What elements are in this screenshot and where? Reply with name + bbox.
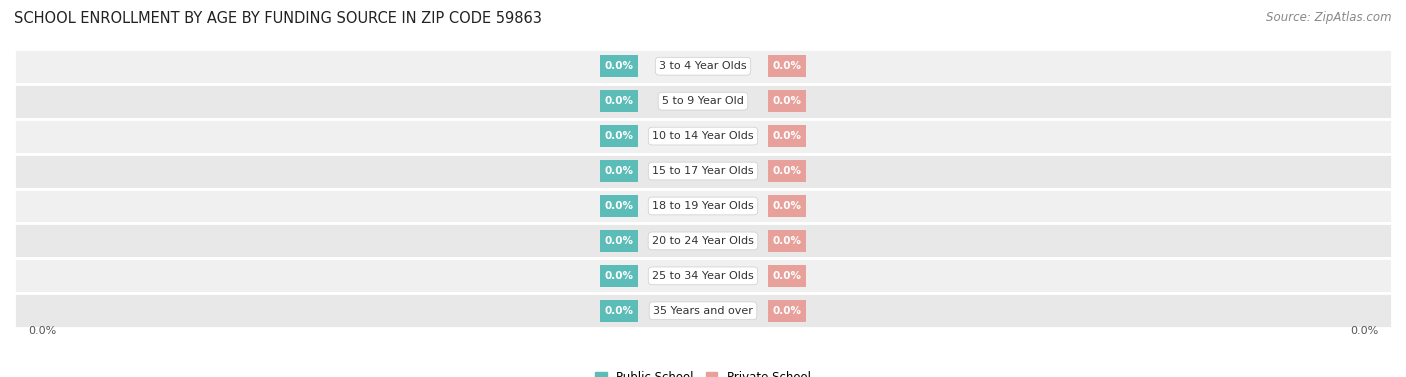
Bar	[14, 119, 1392, 153]
Text: 0.0%: 0.0%	[773, 306, 801, 316]
Text: Source: ZipAtlas.com: Source: ZipAtlas.com	[1267, 11, 1392, 24]
Text: 5 to 9 Year Old: 5 to 9 Year Old	[662, 96, 744, 106]
Text: 0.0%: 0.0%	[605, 306, 633, 316]
Bar	[599, 230, 637, 252]
Text: 0.0%: 0.0%	[773, 131, 801, 141]
Text: 0.0%: 0.0%	[773, 166, 801, 176]
Bar	[14, 293, 1392, 328]
Bar	[769, 265, 807, 287]
Bar	[769, 195, 807, 217]
Legend: Public School, Private School: Public School, Private School	[591, 366, 815, 377]
Bar	[769, 160, 807, 182]
Text: 0.0%: 0.0%	[773, 271, 801, 281]
Bar	[599, 55, 637, 77]
Bar	[599, 125, 637, 147]
Bar	[14, 188, 1392, 224]
Text: 0.0%: 0.0%	[605, 271, 633, 281]
Bar	[599, 160, 637, 182]
Text: 15 to 17 Year Olds: 15 to 17 Year Olds	[652, 166, 754, 176]
Text: 0.0%: 0.0%	[773, 201, 801, 211]
Text: 3 to 4 Year Olds: 3 to 4 Year Olds	[659, 61, 747, 71]
Text: 35 Years and over: 35 Years and over	[652, 306, 754, 316]
Bar	[599, 195, 637, 217]
Text: 0.0%: 0.0%	[605, 201, 633, 211]
Bar	[599, 90, 637, 112]
Bar	[14, 258, 1392, 293]
Bar	[769, 300, 807, 322]
Text: 0.0%: 0.0%	[28, 326, 56, 336]
Text: 0.0%: 0.0%	[605, 61, 633, 71]
Bar	[14, 224, 1392, 258]
Bar	[769, 55, 807, 77]
Text: 25 to 34 Year Olds: 25 to 34 Year Olds	[652, 271, 754, 281]
Text: 0.0%: 0.0%	[773, 236, 801, 246]
Bar	[14, 153, 1392, 188]
Text: 18 to 19 Year Olds: 18 to 19 Year Olds	[652, 201, 754, 211]
Bar	[769, 125, 807, 147]
Bar	[599, 265, 637, 287]
Bar	[14, 84, 1392, 119]
Bar	[769, 230, 807, 252]
Text: 0.0%: 0.0%	[605, 236, 633, 246]
Bar	[14, 49, 1392, 84]
Text: 0.0%: 0.0%	[1350, 326, 1378, 336]
Bar	[769, 90, 807, 112]
Text: 0.0%: 0.0%	[773, 61, 801, 71]
Text: 0.0%: 0.0%	[773, 96, 801, 106]
Text: 0.0%: 0.0%	[605, 131, 633, 141]
Text: 10 to 14 Year Olds: 10 to 14 Year Olds	[652, 131, 754, 141]
Text: 0.0%: 0.0%	[605, 166, 633, 176]
Text: 20 to 24 Year Olds: 20 to 24 Year Olds	[652, 236, 754, 246]
Bar	[599, 300, 637, 322]
Text: 0.0%: 0.0%	[605, 96, 633, 106]
Text: SCHOOL ENROLLMENT BY AGE BY FUNDING SOURCE IN ZIP CODE 59863: SCHOOL ENROLLMENT BY AGE BY FUNDING SOUR…	[14, 11, 541, 26]
